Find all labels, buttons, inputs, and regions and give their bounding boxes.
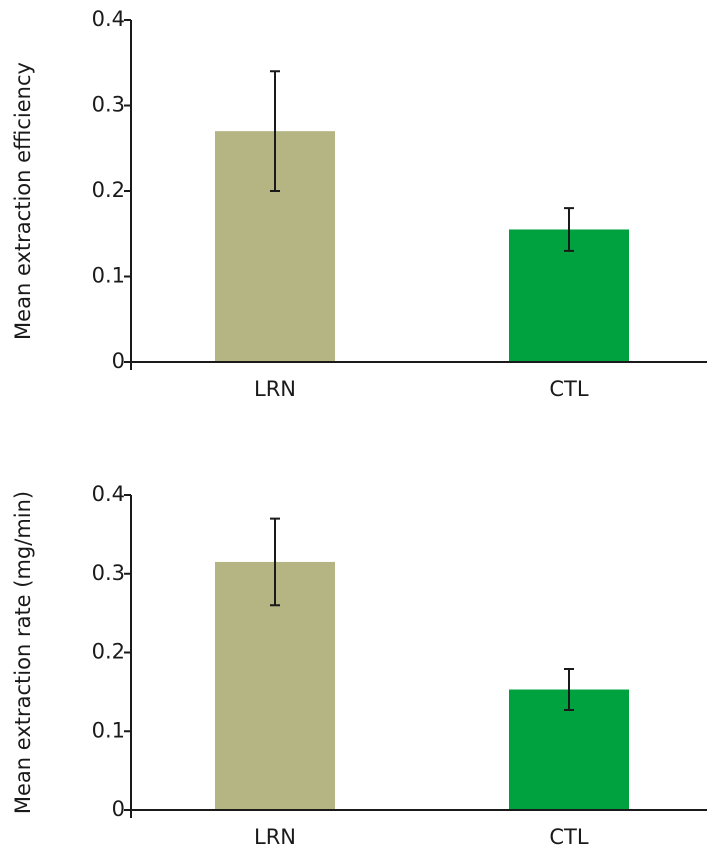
y-axis-label: Mean extraction rate (mg/min): [11, 491, 35, 814]
error-bar: [270, 70, 280, 192]
x-tick-label: LRN: [254, 377, 296, 401]
y-tick-label: 0.1: [92, 718, 125, 742]
error-bar: [564, 668, 574, 711]
y-tick-label: 0.4: [92, 482, 125, 506]
axes: [130, 495, 707, 818]
y-tick-label: 0.3: [92, 93, 125, 117]
x-tick-label: LRN: [254, 825, 296, 849]
error-bar: [270, 517, 280, 607]
axes: [130, 20, 707, 370]
y-tick-label: 0.4: [92, 7, 125, 31]
y-tick-label: 0.2: [92, 640, 125, 664]
y-tick-label: 0: [112, 349, 125, 373]
x-tick-label: CTL: [549, 825, 588, 849]
y-tick-label: 0.1: [92, 264, 125, 288]
x-tick-label: CTL: [549, 377, 588, 401]
error-bar: [564, 207, 574, 252]
y-axis-label: Mean extraction efficiency: [11, 62, 35, 340]
y-tick-label: 0.2: [92, 178, 125, 202]
y-tick-label: 0.3: [92, 561, 125, 585]
y-tick-label: 0: [112, 797, 125, 821]
